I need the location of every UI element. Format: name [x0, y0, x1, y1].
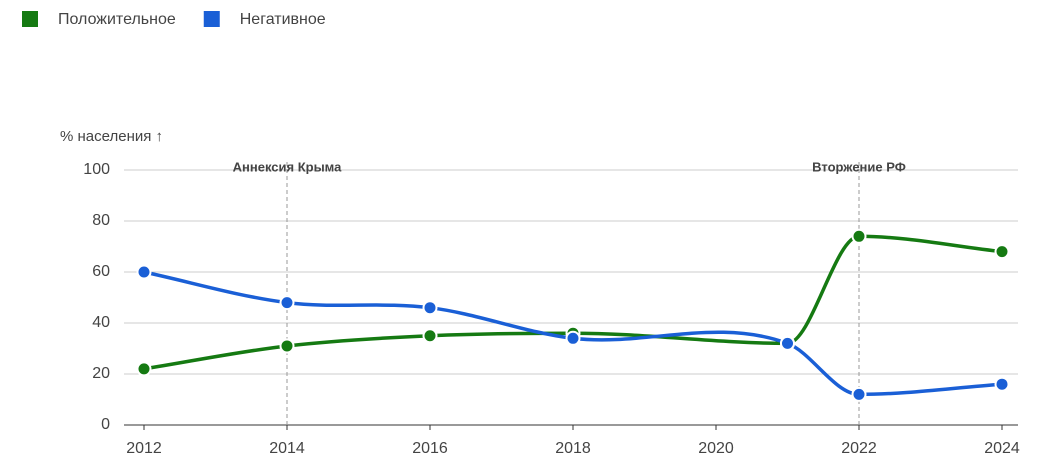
data-point	[994, 376, 1010, 392]
data-point	[279, 338, 295, 354]
annotation-label: Вторжение РФ	[812, 159, 906, 174]
x-tick-label: 2022	[841, 440, 877, 457]
y-tick-label: 60	[92, 263, 110, 280]
data-point	[422, 300, 438, 316]
data-point	[136, 361, 152, 377]
x-tick-label: 2018	[555, 440, 591, 457]
x-tick-label: 2024	[984, 440, 1020, 457]
y-tick-label: 80	[92, 212, 110, 229]
data-point	[851, 386, 867, 402]
x-tick-label: 2020	[698, 440, 734, 457]
data-point	[780, 335, 795, 351]
data-point	[565, 330, 581, 346]
y-axis-label: % населения ↑	[60, 128, 163, 145]
legend-swatch	[22, 11, 38, 27]
y-tick-label: 100	[83, 161, 110, 178]
data-point	[994, 244, 1010, 260]
legend-swatch	[203, 11, 220, 27]
legend-label: Положительное	[58, 11, 176, 28]
annotation-label: Аннексия Крыма	[233, 159, 342, 174]
data-point	[422, 328, 438, 344]
legend-label: Негативное	[240, 11, 326, 28]
series-line	[143, 234, 1003, 371]
data-point	[851, 228, 867, 244]
data-point	[136, 264, 152, 280]
y-tick-label: 20	[92, 365, 110, 382]
x-tick-label: 2014	[269, 440, 305, 457]
x-tick-label: 2016	[412, 440, 448, 457]
y-tick-label: 40	[92, 314, 110, 331]
x-tick-label: 2012	[126, 440, 162, 457]
data-point	[279, 295, 295, 311]
y-tick-label: 0	[101, 416, 110, 433]
